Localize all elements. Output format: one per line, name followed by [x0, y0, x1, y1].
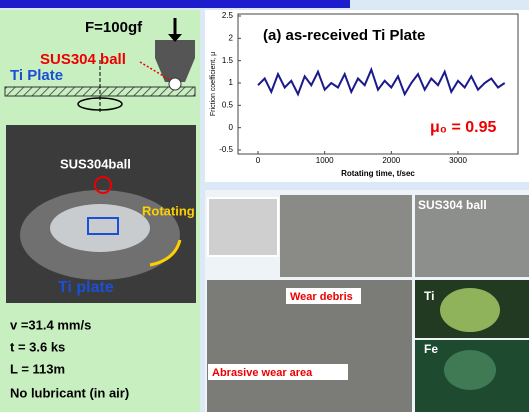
x-tick-label: 1000 — [316, 156, 334, 165]
photo-ball-label: SUS304ball — [60, 156, 131, 171]
slide: F=100gf SUS304 ball Ti Plate SUS304ball … — [0, 0, 529, 412]
condition: L = 113m — [10, 361, 65, 376]
top-bar — [0, 0, 350, 8]
annotation: μ₀ = 0.95 — [430, 119, 496, 136]
y-tick-label: 2 — [229, 33, 234, 42]
sem-debris-label: Wear debris — [290, 291, 353, 303]
y-tick-label: 1.5 — [222, 56, 234, 65]
y-tick-label: 0.5 — [222, 100, 234, 109]
sem-image — [280, 195, 412, 277]
x-tick-label: 2000 — [382, 156, 400, 165]
y-axis-label: Friction coefficient, μ — [210, 52, 217, 116]
ti-area — [440, 288, 500, 332]
sem-image — [208, 198, 278, 256]
fe-area — [444, 350, 496, 390]
force-label: F=100gf — [85, 19, 143, 36]
chart-title: (a) as-received Ti Plate — [263, 27, 425, 44]
x-tick-label: 3000 — [449, 156, 467, 165]
ball-label: SUS304 ball — [40, 51, 126, 68]
photo-plate — [50, 204, 150, 252]
x-tick-label: 0 — [256, 156, 261, 165]
sem-ball-label: SUS304 ball — [418, 198, 487, 212]
sem-abrasive-label: Abrasive wear area — [212, 367, 313, 379]
condition: t = 3.6 ks — [10, 339, 65, 354]
condition: v =31.4 mm/s — [10, 317, 91, 332]
y-tick-label: 0 — [229, 123, 234, 132]
plate-label: Ti Plate — [10, 67, 63, 84]
y-tick-label: -0.5 — [219, 145, 233, 154]
sem-ti-label: Ti — [424, 289, 434, 303]
y-tick-label: 2.5 — [222, 11, 234, 20]
condition: No lubricant (in air) — [10, 385, 129, 400]
ball — [169, 78, 181, 90]
y-tick-label: 1 — [229, 78, 234, 87]
photo-plate-label: Ti plate — [58, 279, 114, 296]
x-axis-label: Rotating time, t/sec — [341, 169, 415, 178]
photo-rotating-label: Rotating — [142, 203, 195, 218]
sem-fe-label: Fe — [424, 342, 438, 356]
